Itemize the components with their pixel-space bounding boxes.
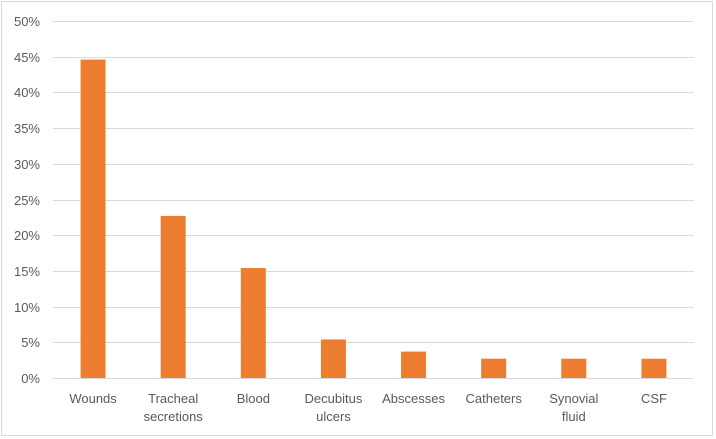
x-tick-label: CSF [641,391,667,406]
x-tick-label: Catheters [466,391,523,406]
x-tick-label: Abscesses [382,391,445,406]
x-axis: Wounds Tracheal secretions Blood Decubitus ul… [69,391,667,424]
bar [240,268,266,378]
bar [320,339,346,378]
bar [401,351,427,378]
y-tick-label: 40% [14,85,40,100]
y-tick-label: 50% [14,14,40,29]
x-tick-label: Decubitus ulcers [305,391,363,424]
y-tick-label: 5% [21,335,40,350]
gridlines [53,21,694,379]
y-tick-label: 15% [14,264,40,279]
bar [160,215,186,378]
y-tick-label: 25% [14,193,40,208]
bar [641,358,667,378]
y-tick-label: 10% [14,300,40,315]
bars [80,59,667,378]
x-tick-label: Blood [237,391,270,406]
bar [561,358,587,378]
bar [481,358,507,378]
y-tick-label: 0% [21,371,40,386]
y-tick-label: 35% [14,121,40,136]
x-tick-label: Wounds [69,391,117,406]
x-tick-label: Tracheal secretions [144,391,204,424]
y-tick-label: 45% [14,50,40,65]
x-tick-label: Synovial fluid [549,391,598,424]
y-axis: 0% 5% 10% 15% 20% 25% 30% 35% 40% 45% 50% [14,14,40,386]
bar [80,59,106,378]
y-tick-label: 30% [14,157,40,172]
y-tick-label: 20% [14,228,40,243]
